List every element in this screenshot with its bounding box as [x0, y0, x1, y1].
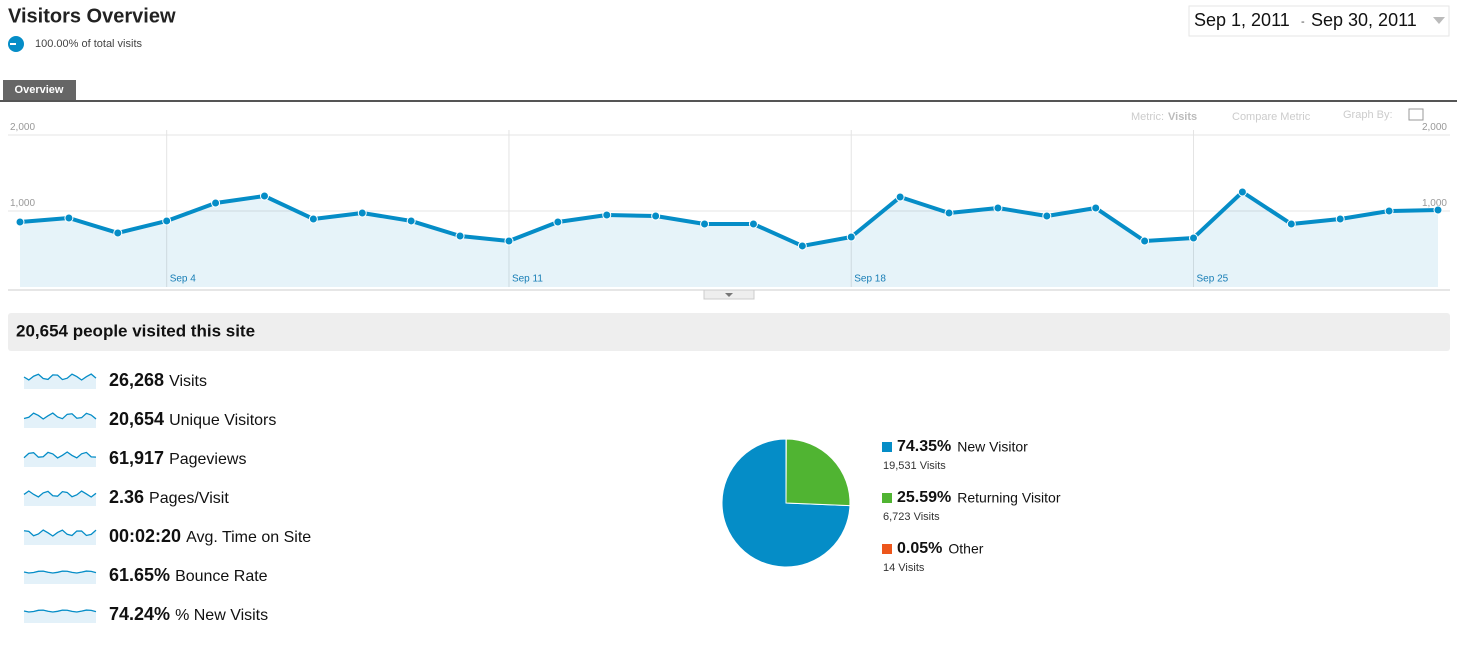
point: [1092, 204, 1100, 212]
point: [309, 215, 317, 223]
point: [1434, 206, 1442, 214]
metric-label: Visits: [169, 373, 207, 390]
legend-visits: 19,531 Visits: [883, 460, 946, 472]
legend-swatch: [882, 493, 892, 503]
metric-value: 74.24%: [109, 604, 170, 624]
point: [407, 217, 415, 225]
metric-value: 00:02:20: [109, 526, 181, 546]
point: [1385, 207, 1393, 215]
sparkline-area: [24, 413, 96, 428]
y-tick-label-right: 2,000: [1422, 122, 1447, 133]
metric-label: Metric:: [1131, 111, 1164, 123]
graph-by-label: Graph By:: [1343, 109, 1393, 121]
pie-slice: [786, 439, 850, 506]
point: [994, 204, 1002, 212]
sparkline-area: [24, 610, 96, 623]
metric-label: Pageviews: [169, 451, 246, 468]
point: [16, 218, 24, 226]
summary-text: 20,654 people visited this site: [16, 321, 255, 340]
point: [358, 209, 366, 217]
point: [1141, 237, 1149, 245]
metric-value: 2.36: [109, 487, 144, 507]
point: [603, 211, 611, 219]
compare-metric[interactable]: Compare Metric: [1232, 111, 1311, 123]
point: [163, 217, 171, 225]
metric-label: % New Visits: [175, 607, 268, 624]
y-tick-label: 2,000: [10, 122, 35, 133]
point: [652, 212, 660, 220]
metric-label: Unique Visitors: [169, 412, 276, 429]
legend-name: New Visitor: [957, 439, 1028, 455]
point: [945, 209, 953, 217]
metric-label: Pages/Visit: [149, 490, 229, 507]
metric-label: Avg. Time on Site: [186, 529, 311, 546]
sparkline-area: [24, 530, 96, 545]
point: [1043, 212, 1051, 220]
point: [260, 192, 268, 200]
legend-value: 25.59%: [897, 489, 951, 506]
point: [798, 242, 806, 250]
metric-value: 61,917: [109, 448, 164, 468]
sparkline-area: [24, 571, 96, 584]
segment-label: 100.00% of total visits: [35, 38, 143, 50]
point: [505, 237, 513, 245]
point: [65, 214, 73, 222]
legend-swatch: [882, 544, 892, 554]
metric-value: 61.65%: [109, 565, 170, 585]
metric-value: 26,268: [109, 370, 164, 390]
legend-name: Other: [948, 541, 983, 557]
point: [896, 193, 904, 201]
page-title: Visitors Overview: [8, 5, 176, 27]
point: [1190, 234, 1198, 242]
point: [1336, 215, 1344, 223]
date-separator: -: [1301, 16, 1305, 28]
point: [114, 229, 122, 237]
point: [456, 232, 464, 240]
legend-value: 74.35%: [897, 438, 951, 455]
metric-label: Bounce Rate: [175, 568, 268, 585]
legend-name: Returning Visitor: [957, 490, 1061, 506]
date-start: Sep 1, 2011: [1194, 10, 1290, 30]
legend-visits: 14 Visits: [883, 562, 925, 574]
legend-visits: 6,723 Visits: [883, 511, 940, 523]
metrics-list: 26,268 Visits 20,654 Unique Visitors 61,917 P…: [24, 370, 311, 624]
pie-chart: 74.35% New Visitor 19,531 Visits 25.59% Retu…: [722, 438, 1061, 574]
point: [749, 220, 757, 228]
point: [554, 218, 562, 226]
metric-value[interactable]: Visits: [1168, 111, 1197, 123]
tab-label: Overview: [15, 84, 64, 96]
y-tick-label: 1,000: [10, 198, 35, 209]
metric-value: 20,654: [109, 409, 164, 429]
legend-swatch: [882, 442, 892, 452]
legend-value: 0.05%: [897, 540, 942, 557]
point: [1238, 188, 1246, 196]
graph-by-icon[interactable]: [1409, 109, 1423, 120]
point: [212, 199, 220, 207]
point: [847, 233, 855, 241]
date-end: Sep 30, 2011: [1311, 10, 1417, 30]
point: [701, 220, 709, 228]
point: [1287, 220, 1295, 228]
